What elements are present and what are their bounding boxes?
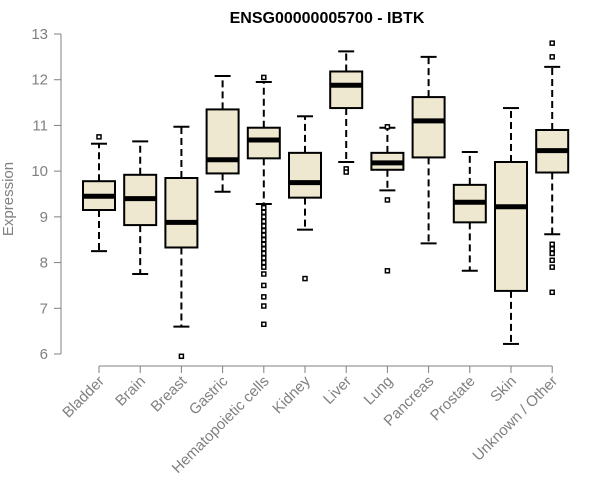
- box-bladder: [82, 134, 116, 253]
- outlier-point: [549, 264, 555, 270]
- box-iqr: [288, 151, 322, 199]
- outlier-point: [261, 250, 267, 257]
- outlier-point: [261, 294, 267, 300]
- y-tick-label: 13: [31, 26, 48, 43]
- x-tick-label: Skin: [487, 373, 520, 406]
- box-iqr: [494, 161, 528, 292]
- outlier-point: [261, 209, 267, 216]
- outlier-point: [178, 353, 185, 360]
- y-tick-label: 6: [40, 346, 48, 363]
- box-iqr: [329, 70, 364, 110]
- x-tick-label: Lung: [361, 373, 397, 409]
- box-iqr: [246, 126, 281, 160]
- outlier-point: [261, 214, 267, 220]
- outlier-point: [261, 241, 267, 248]
- outlier-point: [549, 54, 555, 60]
- x-tick-label: Brain: [112, 373, 149, 410]
- box-liver: [329, 50, 364, 175]
- y-axis-label: Expression: [0, 162, 17, 236]
- outlier-point: [261, 255, 267, 261]
- outlier-point: [261, 303, 267, 309]
- y-tick-label: 8: [40, 255, 48, 272]
- y-axis: 6 7 8 9 10 11 12 13: [31, 26, 62, 363]
- y-tick-label: 12: [31, 72, 48, 89]
- box-iqr: [205, 108, 240, 175]
- outlier-point: [261, 271, 267, 277]
- outlier-point: [261, 236, 267, 243]
- box-lung: [370, 124, 405, 274]
- box-iqr: [164, 177, 199, 249]
- outlier-point: [261, 223, 267, 229]
- x-tick-label: Liver: [320, 373, 355, 408]
- outlier-point: [261, 246, 267, 252]
- outlier-point: [261, 204, 267, 211]
- outlier-point: [343, 169, 349, 175]
- box-gastric: [205, 75, 240, 193]
- box-pancreas: [411, 55, 446, 245]
- box-breast: [164, 125, 199, 360]
- outlier-point: [261, 232, 267, 238]
- outlier-point: [384, 268, 391, 274]
- outlier-point: [261, 218, 267, 225]
- x-tick-label: Bladder: [59, 373, 108, 422]
- outlier-point: [384, 197, 391, 203]
- chart-title: ENSG00000005700 - IBTK: [230, 10, 425, 27]
- outlier-point: [549, 40, 555, 46]
- box-kidney: [288, 115, 322, 282]
- y-tick-label: 9: [40, 209, 48, 226]
- box-prostate: [452, 150, 487, 272]
- box-unknown-other: [535, 40, 570, 296]
- outlier-point: [261, 259, 267, 266]
- x-tick-label: Breast: [148, 372, 191, 415]
- outlier-point: [96, 134, 102, 140]
- outlier-point: [261, 264, 267, 270]
- outlier-point: [261, 227, 267, 234]
- outlier-point: [302, 275, 308, 282]
- box-hematopoietic-cells: [246, 74, 281, 328]
- y-tick-label: 7: [40, 300, 48, 317]
- outlier-point: [384, 124, 391, 130]
- y-tick-label: 11: [32, 117, 48, 134]
- outlier-point: [549, 257, 555, 264]
- x-tick-label: Prostate: [427, 373, 479, 425]
- outlier-point: [549, 246, 555, 252]
- y-tick-label: 10: [31, 163, 48, 180]
- outlier-point: [261, 282, 267, 289]
- box-brain: [123, 140, 158, 275]
- boxes-group: [82, 40, 570, 360]
- box-iqr: [411, 96, 446, 159]
- outlier-point: [549, 241, 555, 248]
- outlier-point: [549, 289, 555, 296]
- x-tick-label: Kidney: [269, 372, 314, 417]
- outlier-point: [549, 250, 555, 257]
- outlier-point: [261, 321, 267, 328]
- box-skin: [494, 107, 528, 345]
- outlier-point: [261, 74, 267, 81]
